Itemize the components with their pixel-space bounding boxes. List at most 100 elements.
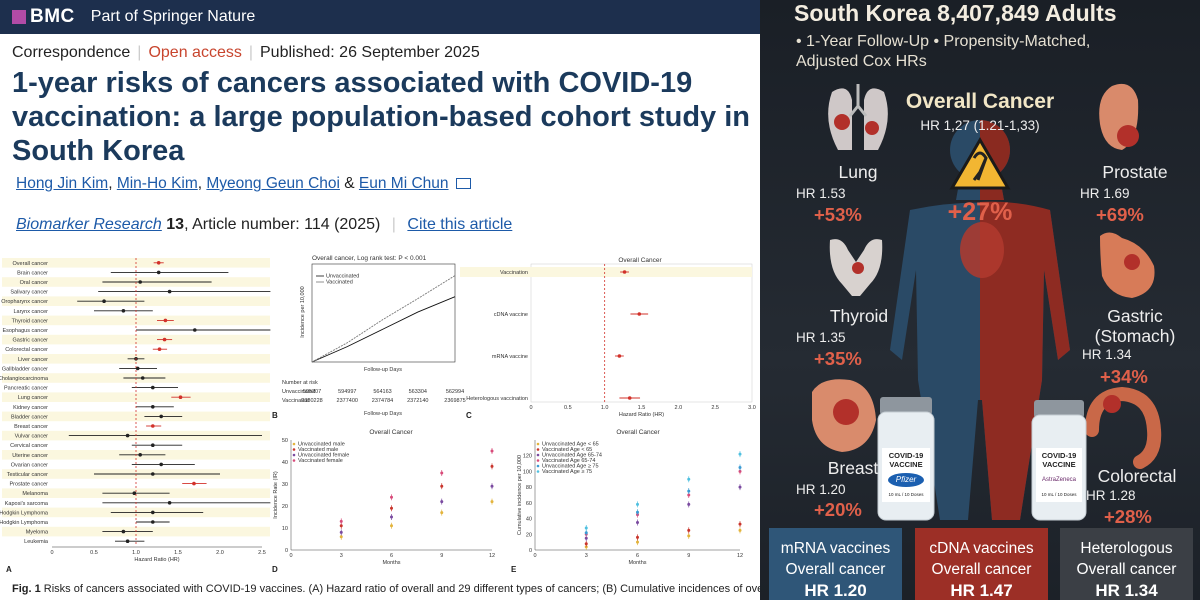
chart-title: Overall cancer, Log rank test: P < 0.001 — [312, 255, 427, 262]
thyroid-hr: HR 1.35 — [796, 330, 846, 345]
bmc-logo[interactable]: BMC — [30, 6, 75, 27]
x-tick-label: 12 — [489, 553, 495, 559]
risk-value: 2377400 — [337, 398, 358, 404]
breast-pct: +20% — [814, 499, 862, 520]
panel-letter-e: E — [511, 565, 517, 574]
legend-swatch — [292, 442, 296, 446]
author-list: Hong Jin Kim, Min-Ho Kim, Myeong Geun Ch… — [16, 175, 471, 193]
cancer-label: Esophagus cancer — [2, 328, 48, 334]
plot-frame — [311, 263, 456, 363]
caption-label: Fig. 1 — [12, 583, 41, 595]
cancer-label: Ovarian cancer — [11, 462, 48, 468]
overall-cancer-hr: HR 1,27 (1.21-1,33) — [920, 118, 1040, 133]
risk-value: 564163 — [373, 389, 391, 395]
author-link[interactable]: Eun Mi Chun — [358, 175, 449, 192]
legend-label: Unvaccinated Age < 65 — [542, 442, 599, 448]
astrazeneca-brand: AstraZeneca — [1042, 477, 1077, 483]
x-tick-label: 6 — [636, 553, 639, 559]
data-point — [738, 466, 742, 469]
journal-link[interactable]: Biomarker Research — [16, 216, 162, 233]
legend-swatch — [292, 459, 296, 462]
y-tick-label: 20 — [526, 532, 532, 538]
cancer-label: Uterine cancer — [12, 453, 48, 459]
vial-dose: 10 mL / 10 Doses — [1041, 492, 1077, 497]
cancer-label: Vulvar cancer — [15, 434, 49, 440]
hr-point — [622, 270, 627, 274]
panel-letter-c: C — [466, 411, 472, 420]
y-tick-label: 80 — [526, 485, 532, 491]
x-tick-label: 9 — [687, 553, 690, 559]
row-band — [2, 315, 270, 326]
hr-point — [138, 453, 142, 457]
legend-swatch — [536, 453, 540, 457]
colorectal-label: Colorectal — [1097, 466, 1177, 486]
cancer-label: Prostate cancer — [9, 482, 48, 488]
published-date: Published: 26 September 2025 — [260, 44, 480, 61]
plot-frame — [530, 263, 753, 403]
risk-row-label: Unvaccinated — [282, 389, 315, 395]
vaccine-label: mRNA vaccine — [492, 354, 528, 360]
x-tick-label: 2.5 — [258, 550, 266, 556]
pfizer-brand: Pfizer — [896, 475, 917, 484]
data-point — [584, 536, 588, 540]
hr-point — [192, 481, 196, 486]
data-point — [440, 500, 444, 504]
legend-swatch — [536, 448, 540, 451]
cancer-label: Kaposi's sarcoma — [5, 501, 49, 507]
box-hr: HR 1.20 — [804, 581, 867, 600]
legend-label: Unvaccinated male — [298, 442, 345, 448]
email-icon[interactable] — [455, 178, 471, 190]
figure-caption: Fig. 1 Risks of cancers associated with … — [12, 583, 760, 595]
vaccine-label: Heterologous vaccination — [466, 396, 528, 402]
hr-point — [163, 318, 168, 323]
publisher-header: BMC Part of Springer Nature — [0, 0, 760, 34]
cancer-label: Non-Hodgkin Lymphoma — [0, 520, 49, 526]
gastric-label: Gastric — [1107, 306, 1163, 326]
panel-b-cumulative-incidence: B Overall cancer, Log rank test: P < 0.0… — [272, 255, 466, 420]
risk-value: 2372140 — [407, 398, 428, 404]
data-point — [390, 506, 393, 510]
chart-title: Overall Cancer — [618, 257, 662, 264]
panel-c-vaccine-type-hr: C Overall Cancer Vaccination cDNA vaccine m… — [460, 257, 756, 420]
open-access-badge[interactable]: Open access — [148, 44, 242, 61]
caption-text: Risks of cancers associated with COVID-1… — [43, 583, 760, 595]
astrazeneca-vaccine-vial: COVID-19 VACCINE AstraZeneca 10 mL / 10 … — [1031, 400, 1087, 521]
data-point — [339, 530, 343, 534]
infographic-title: South Korea 8,407,849 Adults — [794, 0, 1117, 26]
author-link[interactable]: Hong Jin Kim — [16, 175, 109, 192]
article-title: 1-year risks of cancers associated with … — [12, 67, 750, 167]
lung-hr: HR 1.53 — [796, 186, 846, 201]
box-label: Heterologous — [1080, 540, 1173, 557]
cancer-label: Cholangiocarcinoma — [0, 376, 49, 382]
legend-swatch — [536, 459, 540, 462]
lung-icon — [828, 84, 888, 150]
risk-value: 594997 — [338, 389, 356, 395]
legend-swatch — [536, 464, 540, 468]
cite-article-link[interactable]: Cite this article — [407, 216, 513, 233]
cancer-label: Colorectal cancer — [5, 347, 48, 353]
series-line — [311, 275, 456, 363]
author-link[interactable]: Min-Ho Kim — [116, 175, 198, 192]
hr-point — [151, 424, 155, 428]
box-hr: HR 1.47 — [950, 581, 1013, 600]
prostate-hr: HR 1.69 — [1080, 186, 1130, 201]
infographic-art: COVID-19 VACCINE Pfizer 10 mL / 10 Doses… — [812, 83, 1162, 521]
hr-point — [102, 299, 106, 303]
x-tick-label: 3 — [340, 553, 343, 559]
author-link[interactable]: Myeong Geun Choi — [206, 175, 340, 192]
chart-title: Overall Cancer — [616, 429, 660, 436]
legend-label: Vaccinated female — [298, 458, 343, 464]
row-band — [2, 392, 270, 402]
data-point — [636, 510, 639, 514]
x-tick-label: 0 — [529, 405, 532, 411]
row-band — [2, 411, 270, 422]
cancer-label: Cervical cancer — [10, 443, 48, 449]
data-point — [687, 534, 691, 538]
pfizer-vaccine-vial: COVID-19 VACCINE Pfizer 10 mL / 10 Doses — [877, 397, 935, 521]
data-point — [339, 535, 343, 539]
breast-hr: HR 1.20 — [796, 482, 846, 497]
hr-point — [121, 309, 126, 313]
hr-point — [156, 261, 161, 265]
hr-point — [132, 491, 137, 495]
legend-label: Vaccinated — [326, 280, 353, 286]
